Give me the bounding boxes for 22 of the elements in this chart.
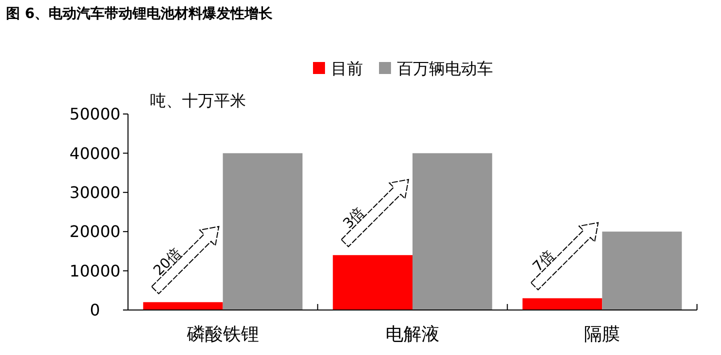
y-tick-label: 30000 xyxy=(70,183,120,202)
annotation: 7倍 xyxy=(530,248,558,276)
bar xyxy=(143,302,223,310)
bar xyxy=(412,153,492,310)
y-tick-label: 0 xyxy=(90,300,100,320)
x-tick-label: 电解液 xyxy=(386,324,440,345)
bar xyxy=(222,153,302,310)
y-tick-label: 40000 xyxy=(70,144,120,163)
legend-label: 目前 xyxy=(331,59,363,78)
legend-label: 百万辆电动车 xyxy=(397,59,493,78)
annotation: 3倍 xyxy=(340,204,368,232)
chart-title: 图 6、电动汽车带动锂电池材料爆发性增长 xyxy=(6,5,274,22)
bar xyxy=(332,255,412,310)
bar xyxy=(602,232,682,310)
y-axis-title: 吨、十万平米 xyxy=(150,91,246,110)
y-tick-label: 10000 xyxy=(70,261,120,280)
annotation: 20倍 xyxy=(150,245,185,279)
x-tick-label: 隔膜 xyxy=(584,324,620,345)
y-tick-label: 20000 xyxy=(70,222,120,242)
bar xyxy=(522,298,602,310)
x-tick-label: 磷酸铁锂 xyxy=(186,324,259,345)
y-tick-label: 50000 xyxy=(70,104,120,124)
